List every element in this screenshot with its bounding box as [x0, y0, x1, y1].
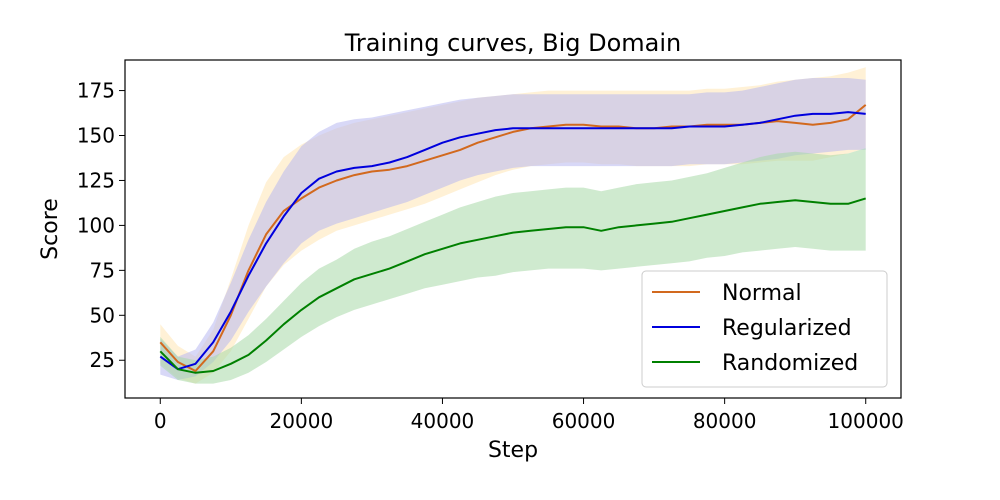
y-tick-label: 25	[90, 348, 115, 372]
line-randomized	[159, 197, 866, 374]
y-tick-label: 50	[90, 303, 115, 327]
legend-label-regularized: Regularized	[722, 316, 852, 341]
y-tick-label: 75	[90, 258, 115, 282]
y-tick-label: 125	[77, 168, 115, 192]
y-tick-label: 100	[77, 213, 115, 237]
legend-label-normal: Normal	[722, 281, 802, 306]
confidence-bands	[160, 67, 866, 384]
series-lines	[159, 104, 867, 374]
plot-frame	[124, 59, 902, 399]
x-axis-ticks: 0 20000 40000 60000 80000 100000	[154, 398, 904, 433]
x-tick-label: 80000	[693, 409, 757, 433]
legend-label-randomized: Randomized	[722, 351, 858, 376]
x-tick-label: 40000	[411, 409, 475, 433]
line-regularized	[159, 111, 866, 371]
y-axis-ticks: 25 50 75 100 125 150 175	[77, 79, 125, 372]
x-axis-label: Step	[488, 438, 538, 463]
y-tick-label: 175	[77, 79, 115, 103]
x-tick-label: 20000	[270, 409, 334, 433]
x-tick-label: 0	[154, 409, 167, 433]
band-regularized	[160, 78, 866, 380]
x-tick-label: 100000	[828, 409, 904, 433]
y-tick-label: 150	[77, 124, 115, 148]
band-randomized	[160, 148, 866, 384]
chart-title: Training curves, Big Domain	[344, 29, 681, 57]
legend-box	[641, 270, 888, 388]
x-tick-label: 60000	[552, 409, 616, 433]
y-axis-label: Score	[38, 198, 63, 260]
legend: Normal Regularized Randomized	[641, 270, 888, 388]
